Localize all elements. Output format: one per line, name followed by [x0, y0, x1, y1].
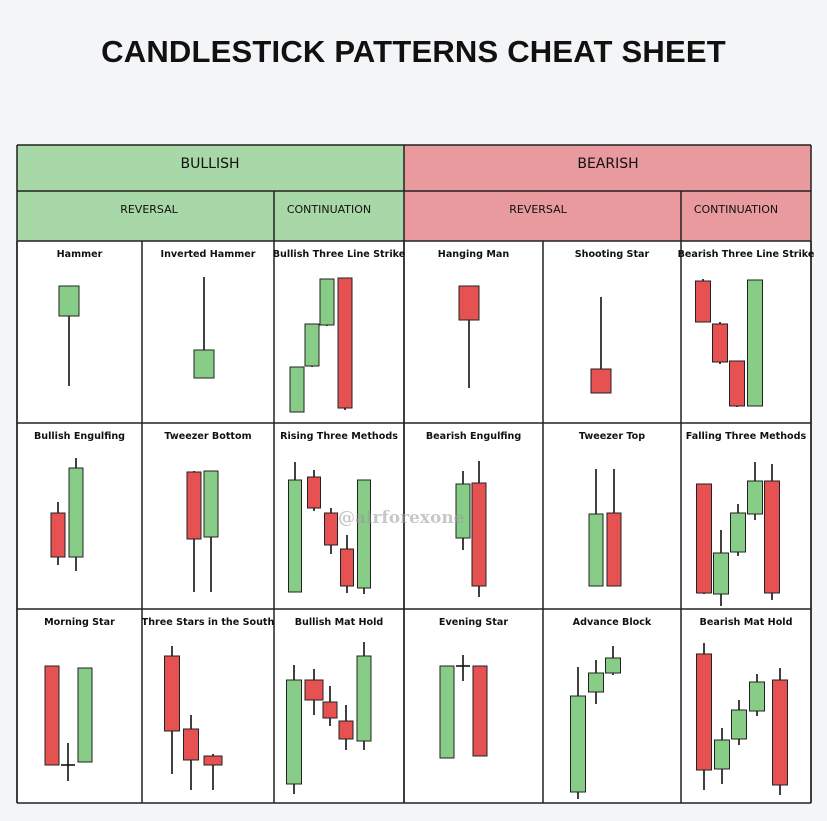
candle-body: [340, 548, 354, 587]
pattern-title: Advance Block: [573, 617, 652, 628]
pattern-title: Morning Star: [44, 617, 115, 628]
pattern-title: Bearish Engulfing: [426, 431, 522, 442]
candle-body: [588, 672, 604, 693]
pattern-title: Tweezer Top: [579, 431, 645, 442]
candle-body: [203, 755, 223, 766]
bullish-reversal-label: REVERSAL: [120, 203, 178, 216]
pattern-title: Bearish Mat Hold: [700, 617, 793, 628]
watermark: @airforexone: [338, 508, 465, 528]
candle-body: [304, 679, 324, 701]
candle-body: [337, 277, 353, 409]
candle-body: [764, 480, 780, 594]
candle-body: [44, 665, 60, 766]
candle-body: [338, 720, 354, 740]
candle-body: [772, 679, 788, 786]
candle-body: [458, 285, 480, 321]
candle-body: [164, 655, 180, 732]
candle-body: [730, 512, 746, 553]
pattern-title: Inverted Hammer: [161, 249, 256, 260]
candle-body: [186, 471, 202, 540]
candle-body: [356, 655, 372, 742]
candle-body: [357, 479, 371, 589]
bearish-reversal-label: REVERSAL: [509, 203, 567, 216]
page-title: CANDLESTICK PATTERNS CHEAT SHEET: [101, 34, 726, 69]
candle-body: [749, 681, 765, 712]
candle-body: [606, 512, 622, 587]
candle-body: [714, 739, 730, 770]
candle-body: [747, 279, 763, 407]
pattern-title: Bullish Three Line Strike: [273, 249, 406, 260]
candle-body: [605, 657, 621, 674]
bullish-header-bg: [17, 145, 404, 241]
bullish-continuation-label: CONTINUATION: [287, 203, 371, 216]
bearish-header-bg: [404, 145, 811, 241]
candle-body: [289, 366, 305, 413]
pattern-title: Shooting Star: [575, 249, 650, 260]
candle-body: [570, 695, 586, 793]
candle-body: [193, 349, 215, 379]
candle-body: [286, 679, 302, 785]
pattern-title: Bullish Mat Hold: [295, 617, 384, 628]
candle-body: [729, 360, 745, 407]
bearish-continuation-label: CONTINUATION: [694, 203, 778, 216]
candle-body: [50, 512, 66, 558]
pattern-title: Evening Star: [439, 617, 508, 628]
candle-body: [590, 368, 612, 394]
candle-body: [307, 476, 321, 509]
candle-body: [747, 480, 763, 515]
candle-body: [696, 653, 712, 771]
candle-body: [68, 467, 84, 558]
bearish-label: BEARISH: [577, 156, 638, 172]
candle-body: [58, 285, 80, 317]
candle-body: [471, 482, 487, 587]
pattern-title: Three Stars in the South: [142, 617, 275, 628]
pattern-title: Rising Three Methods: [280, 431, 398, 442]
candle-body: [439, 665, 455, 759]
candle-body: [713, 552, 729, 595]
candle-body: [319, 278, 335, 326]
pattern-title: Falling Three Methods: [686, 431, 807, 442]
pattern-title: Bearish Three Line Strike: [678, 249, 815, 260]
candle-body: [203, 470, 219, 538]
pattern-title: Bullish Engulfing: [34, 431, 125, 442]
bullish-label: BULLISH: [181, 156, 240, 172]
cells-bg: [17, 241, 811, 803]
candle-body: [472, 665, 488, 757]
pattern-title: Tweezer Bottom: [164, 431, 251, 442]
candle-body: [304, 323, 320, 367]
candle-body: [455, 483, 471, 539]
candle-body: [712, 323, 728, 363]
candle-body: [588, 513, 604, 587]
candle-body: [288, 479, 302, 593]
pattern-title: Hanging Man: [438, 249, 510, 260]
candle-body: [696, 483, 712, 594]
candle-body: [324, 512, 338, 546]
candle-body: [77, 667, 93, 763]
candle-body: [731, 709, 747, 740]
pattern-title: Hammer: [57, 249, 103, 260]
candle-body: [322, 701, 338, 719]
candle-body: [183, 728, 199, 761]
candle-body: [695, 280, 711, 323]
